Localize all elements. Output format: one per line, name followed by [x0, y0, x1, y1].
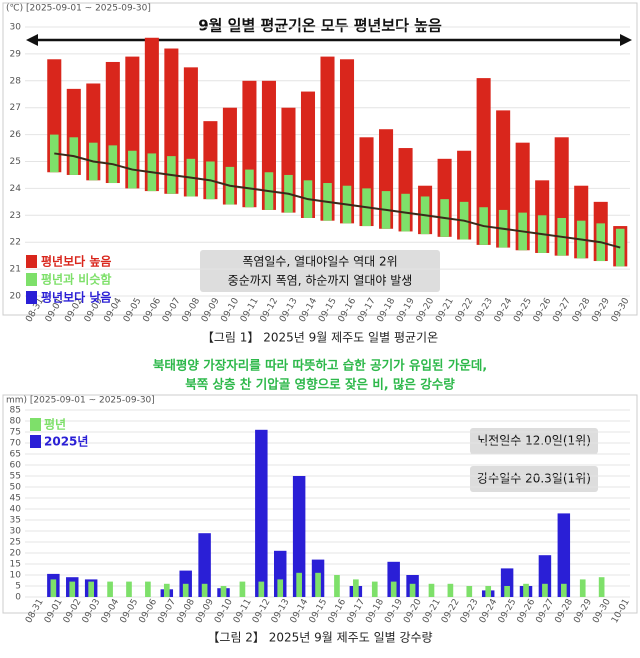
bar: [220, 586, 227, 597]
y-tick-label: 70: [10, 439, 22, 449]
y-tick-label: 35: [10, 516, 21, 526]
bar: [50, 579, 57, 597]
bar: [182, 583, 189, 597]
bar: [353, 579, 359, 597]
y-tick-label: 24: [10, 184, 22, 194]
bar: [560, 583, 567, 597]
bar: [447, 583, 454, 597]
y-tick-label: 85: [10, 406, 21, 416]
bar: [579, 579, 586, 597]
y-tick-label: 75: [10, 428, 21, 438]
y-tick-label: 0: [15, 593, 21, 603]
caption: 【그림 2】 2025년 9월 제주도 일별 강수량: [207, 631, 432, 645]
y-tick-label: 26: [10, 130, 22, 140]
annotation-box: [470, 466, 598, 492]
bar: [273, 550, 287, 597]
bar: [258, 581, 265, 597]
annotation: 폭염일수, 열대야일수 역대 2위: [242, 255, 397, 269]
annotation-box: [200, 250, 440, 292]
y-tick-label: 29: [10, 49, 22, 59]
y-tick-label: 15: [10, 560, 21, 570]
bar: [277, 579, 284, 597]
annotation: 강수일수 20.3일(1위): [477, 472, 591, 486]
y-tick-label: 40: [10, 505, 22, 515]
bar: [107, 581, 113, 597]
bar: [428, 583, 435, 597]
legend-swatch: [26, 255, 37, 268]
y-tick-label: 30: [10, 527, 22, 537]
legend-swatch: [26, 273, 37, 286]
bar: [255, 429, 268, 597]
y-tick-label: 20: [10, 292, 22, 302]
chart-title: 9월 일별 평균기온 모두 평년보다 높음: [198, 17, 442, 35]
bar: [466, 586, 473, 597]
legend-label: 평년보다 높음: [41, 254, 111, 269]
y-tick-label: 45: [10, 494, 21, 504]
bar: [538, 555, 552, 597]
legend-swatch: [30, 435, 41, 448]
bar: [523, 583, 529, 597]
y-tick-label: 30: [10, 23, 22, 33]
annotation-box: [470, 428, 598, 454]
y-tick-label: 55: [10, 472, 21, 482]
caption: 【그림 1】 2025년 9월 제주도 일별 평균기온: [202, 331, 438, 345]
annotation: 뇌전일수 12.0일(1위): [477, 434, 591, 448]
bar: [334, 575, 340, 597]
bar: [390, 581, 397, 597]
y-tick-label: 27: [10, 103, 21, 113]
bar: [198, 533, 211, 597]
legend-label: 평년보다 낮음: [41, 290, 111, 305]
bar: [476, 78, 491, 245]
y-tick-label: 65: [10, 450, 21, 460]
bar: [371, 581, 378, 597]
bar: [598, 577, 605, 597]
normal-line: [54, 152, 621, 249]
y-tick-label: 60: [10, 461, 22, 471]
bar: [296, 572, 302, 597]
y-tick-label: 50: [10, 483, 22, 493]
axis-label: (℃) [2025-09-01 ~ 2025-09-30]: [6, 4, 151, 14]
bar: [542, 583, 548, 597]
bar: [504, 586, 510, 597]
legend-swatch: [30, 418, 41, 431]
y-tick-label: 25: [10, 157, 21, 167]
y-tick-label: 5: [15, 582, 21, 592]
subtitle: 북태평양 가장자리를 따라 따뜻하고 습한 공기가 유입된 가운데,: [153, 358, 487, 373]
annotation: 중순까지 폭염, 하순까지 열대야 발생: [228, 274, 413, 288]
bar: [320, 56, 335, 221]
bar: [387, 561, 400, 597]
bar: [201, 583, 208, 597]
y-tick-label: 10: [10, 571, 22, 581]
bar: [239, 581, 246, 597]
bar: [69, 581, 76, 597]
bar: [145, 581, 151, 597]
legend-label: 2025년: [44, 435, 88, 449]
y-tick-label: 21: [10, 265, 21, 275]
y-tick-label: 22: [10, 238, 21, 248]
bar: [500, 568, 514, 597]
bar: [485, 586, 492, 597]
legend-label: 평년과 비슷함: [41, 272, 111, 287]
y-tick-label: 25: [10, 538, 21, 548]
subtitle: 북쪽 상층 찬 기압골 영향으로 잦은 비, 많은 강수량: [185, 377, 455, 392]
bar: [88, 581, 95, 597]
bar: [292, 476, 306, 597]
y-tick-label: 80: [10, 417, 22, 427]
bar: [144, 37, 159, 192]
bar: [126, 581, 132, 597]
bar: [163, 583, 170, 597]
bar: [339, 59, 355, 224]
axis-label: mm) [2025-09-01 ~ 2025-09-30]: [6, 396, 155, 406]
legend-swatch: [26, 291, 37, 304]
bar: [315, 572, 321, 597]
y-tick-label: 23: [10, 211, 21, 221]
bar: [409, 583, 416, 597]
y-tick-label: 28: [10, 76, 22, 86]
y-tick-label: 20: [10, 549, 22, 559]
legend-label: 평년: [44, 418, 66, 432]
bar: [557, 513, 571, 597]
